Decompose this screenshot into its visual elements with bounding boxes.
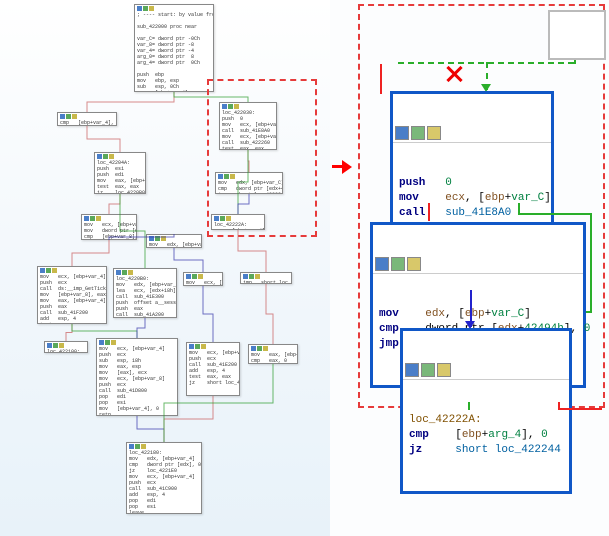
- mini-basic-block[interactable]: mov ecx, [ebp+var_4] mov dword ptr [ecx]…: [81, 214, 137, 240]
- mini-basic-block[interactable]: mov ecx, [ebp+var_4] push ecx sub esp, 1…: [96, 338, 178, 416]
- mini-basic-block[interactable]: ; ---- start: by value from --- sub_4220…: [134, 4, 214, 92]
- pin-icon: [405, 363, 419, 377]
- mini-basic-block[interactable]: jmp short loc_422100: [240, 272, 292, 284]
- block-toolbar: [403, 361, 569, 380]
- mini-basic-block[interactable]: mov ecx, [ebp+var_4] jmp short: [183, 272, 223, 286]
- edge-red: [558, 408, 602, 410]
- edge-green: [590, 213, 592, 313]
- edge-red: [428, 203, 430, 221]
- edge-green-dashed: [398, 62, 574, 64]
- mini-basic-block[interactable]: loc_422180: mov edx, [ebp+var_4] cmp dwo…: [126, 442, 202, 514]
- basic-block-z3[interactable]: loc_42222A: cmp [ebp+arg_4], 0 jz short …: [400, 328, 572, 494]
- collapse-icon: [391, 257, 405, 271]
- cfg-zoom-panel: push 0 mov ecx, [ebp+var_C] call sub_41E…: [358, 4, 605, 408]
- mini-basic-block[interactable]: cmp [ebp+var_4], 0 jz short loc_422030: [57, 112, 117, 126]
- asm-listing: loc_42222A: cmp [ebp+arg_4], 0 jz short …: [403, 410, 569, 461]
- cfg-overview-panel: ; ---- start: by value from --- sub_4220…: [0, 0, 330, 536]
- mini-basic-block[interactable]: loc_422100: jmp short loc_422120: [44, 341, 88, 353]
- mark-icon: [437, 363, 451, 377]
- block-toolbar: [393, 124, 551, 143]
- cut-edge-x-icon: [446, 66, 462, 82]
- edge-red: [380, 64, 382, 94]
- edge-green: [468, 402, 470, 410]
- pin-icon: [375, 257, 389, 271]
- block-toolbar: [373, 255, 583, 274]
- mini-basic-block[interactable]: mov ecx, [ebp+var_4] push ecx call sub_4…: [186, 342, 240, 396]
- collapse-icon: [411, 126, 425, 140]
- edge-green: [518, 213, 592, 215]
- pin-icon: [395, 126, 409, 140]
- mark-icon: [407, 257, 421, 271]
- offscreen-node-stub: [548, 10, 606, 60]
- mini-basic-block[interactable]: mov edx, [ebp+var_4] jmp short loc_4220E…: [146, 234, 202, 248]
- edge-green-dashed: [574, 60, 576, 64]
- mini-basic-block[interactable]: loc_4220B0: mov edx, [ebp+var_4] lea ecx…: [113, 268, 177, 318]
- mini-basic-block[interactable]: mov eax, [ebp+var_4] cmp eax, 0 jnz shor…: [248, 344, 298, 364]
- mini-basic-block[interactable]: mov ecx, [ebp+var_4] push ecx call ds:__…: [37, 266, 107, 324]
- highlight-region: [207, 79, 317, 237]
- zoom-arrow-icon: [332, 160, 352, 174]
- mini-basic-block[interactable]: loc_42204A: push esi push edi mov eax, […: [94, 152, 146, 194]
- mark-icon: [427, 126, 441, 140]
- collapse-icon: [421, 363, 435, 377]
